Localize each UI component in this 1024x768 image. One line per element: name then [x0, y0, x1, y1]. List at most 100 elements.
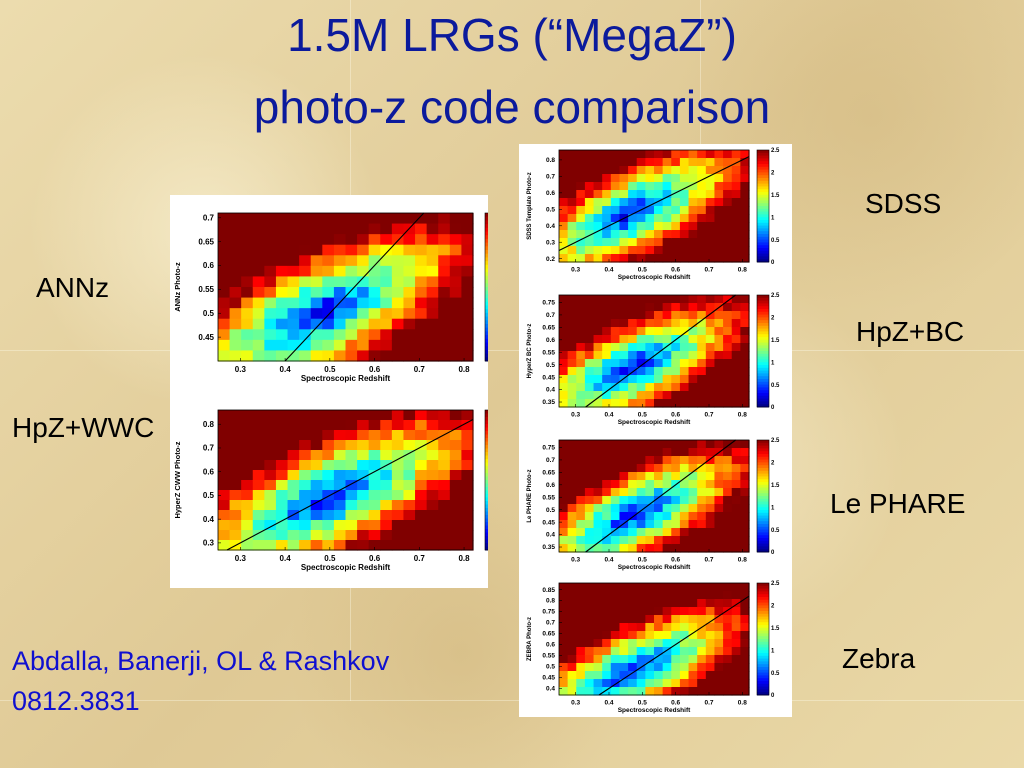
colorbar-segment — [485, 250, 488, 255]
heatmap-cell — [391, 287, 405, 299]
heatmap-cell — [628, 464, 638, 473]
heatmap-cell — [654, 174, 664, 183]
heatmap-cell — [714, 488, 724, 497]
heatmap-cell — [679, 496, 690, 505]
one-to-one-line — [598, 595, 750, 696]
heatmap-cell — [461, 223, 474, 235]
heatmap-cell — [628, 440, 638, 449]
heatmap-cell — [662, 488, 672, 497]
colorbar-segment — [757, 365, 769, 369]
heatmap-cell — [275, 255, 289, 267]
heatmap-cell — [654, 687, 664, 696]
heatmap-cell — [740, 254, 750, 263]
heatmap-cell — [602, 343, 612, 352]
heatmap-cell — [357, 213, 370, 225]
heatmap-cell — [679, 158, 690, 167]
heatmap-cell — [567, 456, 577, 465]
heatmap-cell — [602, 631, 612, 640]
heatmap-cell — [628, 222, 638, 231]
heatmap-cell — [559, 504, 569, 513]
heatmap-cell — [415, 480, 428, 491]
heatmap-cell — [645, 182, 655, 191]
heatmap-cell — [368, 540, 381, 551]
heatmap-cell — [368, 510, 381, 521]
heatmap-cell — [345, 430, 358, 441]
heatmap-cell — [584, 238, 595, 247]
heatmap-cell — [731, 198, 741, 207]
colorbar-tick-label: 0.5 — [771, 383, 780, 389]
heatmap-cell — [679, 375, 690, 384]
heatmap-cell — [593, 456, 603, 465]
x-tick-label: 0.3 — [571, 412, 580, 419]
heatmap-cell — [252, 500, 265, 511]
heatmap-cell — [559, 375, 569, 384]
heatmap-cell — [229, 223, 242, 235]
heatmap-cell — [322, 500, 335, 511]
heatmap-cell — [740, 351, 750, 360]
heatmap-cell — [662, 158, 672, 167]
heatmap-cell — [662, 464, 672, 473]
heatmap-cell — [636, 599, 646, 608]
heatmap-cell — [723, 583, 733, 592]
heatmap-cell — [662, 295, 672, 304]
colorbar-segment — [757, 664, 769, 668]
heatmap-cell — [654, 520, 664, 529]
heatmap-cell — [449, 223, 463, 235]
colorbar-segment — [485, 327, 488, 332]
y-tick-label: 0.65 — [542, 470, 555, 477]
heatmap-cell — [714, 383, 724, 392]
heatmap-cell — [723, 359, 733, 368]
heatmap-cell — [723, 687, 733, 696]
credit-arxiv: 0812.3831 — [12, 686, 140, 716]
heatmap-cell — [322, 450, 335, 461]
heatmap-cell — [688, 351, 698, 360]
heatmap-cell — [619, 311, 629, 320]
heatmap-cell — [705, 536, 716, 545]
heatmap-cell — [705, 375, 716, 384]
heatmap-cell — [403, 450, 416, 461]
heatmap-cell — [449, 410, 463, 421]
heatmap-cell — [229, 450, 242, 461]
heatmap-cell — [619, 206, 629, 215]
colorbar-segment — [485, 324, 488, 329]
heatmap-cell — [740, 246, 750, 255]
heatmap-cell — [345, 223, 358, 235]
colorbar-tick-label: 1 — [771, 360, 775, 366]
heatmap-cell — [322, 276, 335, 288]
heatmap-cell — [740, 607, 750, 616]
heatmap-cell — [567, 448, 577, 457]
colorbar-tick-label: 1 — [771, 215, 775, 221]
heatmap-cell — [610, 327, 621, 336]
heatmap-cell — [731, 448, 741, 457]
heatmap-cell — [559, 295, 569, 304]
heatmap-cell — [671, 671, 681, 680]
heatmap-cell — [679, 480, 690, 489]
heatmap-cell — [333, 440, 347, 451]
heatmap-cell — [415, 276, 428, 288]
heatmap-cell — [697, 583, 707, 592]
heatmap-cell — [380, 410, 393, 421]
colorbar-segment — [757, 161, 769, 165]
heatmap-cell — [671, 254, 681, 263]
heatmap-cell — [461, 410, 474, 421]
heatmap-cell — [345, 540, 358, 551]
heatmap-cell — [576, 343, 586, 352]
heatmap-cell — [438, 265, 451, 278]
heatmap-cell — [679, 687, 690, 696]
heatmap-cell — [576, 464, 586, 473]
colorbar-segment — [757, 239, 769, 243]
heatmap-cell — [688, 528, 698, 537]
colorbar-segment — [757, 309, 769, 313]
heatmap-cell — [368, 470, 381, 481]
heatmap-cell — [662, 214, 672, 223]
heatmap-cell — [241, 510, 254, 521]
heatmap-cell — [567, 615, 577, 624]
colorbar-segment — [757, 206, 769, 210]
heatmap-cell — [426, 287, 439, 299]
heatmap-cell — [322, 255, 335, 267]
heatmap-cell — [723, 198, 733, 207]
heatmap-cell — [275, 540, 289, 551]
le-phare-heatmap-chart: 0.3 0.4 0.5 0.6 0.7 0.80.350.40.450.50.550.60… — [527, 438, 780, 571]
heatmap-cell — [645, 367, 655, 376]
heatmap-cell — [584, 655, 595, 664]
